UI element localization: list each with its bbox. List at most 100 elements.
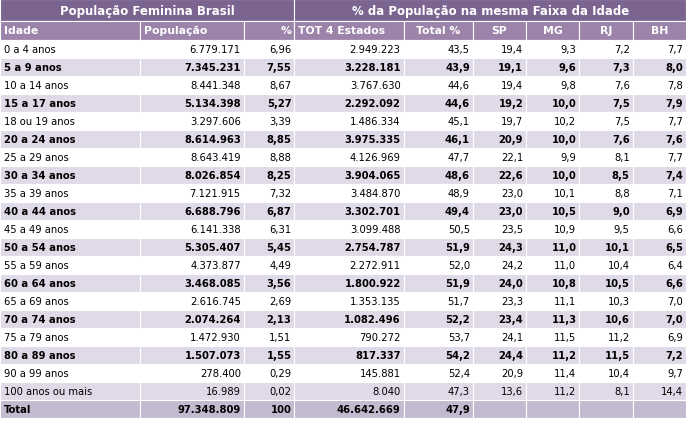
Bar — [526, 220, 580, 238]
Text: 48,6: 48,6 — [445, 171, 470, 180]
Bar — [580, 238, 632, 256]
Text: 11,4: 11,4 — [554, 368, 576, 378]
Bar — [580, 22, 632, 41]
Bar — [244, 95, 294, 113]
Bar — [473, 202, 526, 220]
Bar — [0, 95, 140, 113]
Text: 97.348.809: 97.348.809 — [178, 404, 241, 414]
Text: 3.767.630: 3.767.630 — [350, 81, 401, 91]
Bar — [632, 292, 686, 310]
Bar — [0, 256, 140, 274]
Text: 10,5: 10,5 — [552, 207, 576, 216]
Text: 50,5: 50,5 — [448, 225, 470, 234]
Text: 46,1: 46,1 — [445, 135, 470, 145]
Bar — [0, 400, 140, 418]
Text: 24,2: 24,2 — [501, 261, 523, 270]
Bar — [244, 400, 294, 418]
Bar — [580, 113, 632, 131]
Text: MG: MG — [543, 26, 563, 36]
Text: 145.881: 145.881 — [359, 368, 401, 378]
Text: 7,3: 7,3 — [612, 63, 630, 73]
Bar — [244, 310, 294, 328]
Bar — [294, 95, 403, 113]
Bar — [526, 113, 580, 131]
Bar — [526, 41, 580, 59]
Bar — [294, 328, 403, 346]
Text: 6.141.338: 6.141.338 — [190, 225, 241, 234]
Bar — [632, 148, 686, 166]
Text: 6.688.796: 6.688.796 — [185, 207, 241, 216]
Text: 7,0: 7,0 — [667, 297, 683, 306]
Bar — [403, 95, 473, 113]
Bar — [140, 95, 244, 113]
Text: 8.026.854: 8.026.854 — [184, 171, 241, 180]
Text: 19,7: 19,7 — [501, 117, 523, 127]
Text: 7,7: 7,7 — [667, 117, 683, 127]
Text: 7,8: 7,8 — [667, 81, 683, 91]
Text: 3.297.606: 3.297.606 — [190, 117, 241, 127]
Bar — [632, 382, 686, 400]
Bar — [0, 328, 140, 346]
Bar — [140, 364, 244, 382]
Bar — [244, 148, 294, 166]
Text: 3.904.065: 3.904.065 — [344, 171, 401, 180]
Text: 9,0: 9,0 — [612, 207, 630, 216]
Text: 24,1: 24,1 — [501, 332, 523, 342]
Bar — [140, 148, 244, 166]
Bar — [580, 95, 632, 113]
Bar — [632, 202, 686, 220]
Bar — [294, 148, 403, 166]
Text: 7,6: 7,6 — [612, 135, 630, 145]
Bar — [294, 41, 403, 59]
Bar — [580, 59, 632, 77]
Bar — [140, 77, 244, 95]
Text: 6.779.171: 6.779.171 — [189, 45, 241, 55]
Bar — [403, 346, 473, 364]
Bar — [632, 400, 686, 418]
Bar — [244, 382, 294, 400]
Bar — [632, 274, 686, 292]
Text: 53,7: 53,7 — [448, 332, 470, 342]
Text: 14,4: 14,4 — [661, 386, 683, 396]
Text: 1.472.930: 1.472.930 — [190, 332, 241, 342]
Text: 23,0: 23,0 — [499, 207, 523, 216]
Text: 6,96: 6,96 — [269, 45, 292, 55]
Bar — [403, 131, 473, 148]
Bar — [526, 400, 580, 418]
Text: 23,4: 23,4 — [499, 314, 523, 324]
Bar — [0, 148, 140, 166]
Text: 2.754.787: 2.754.787 — [344, 243, 401, 252]
Text: 1.353.135: 1.353.135 — [350, 297, 401, 306]
Bar — [580, 328, 632, 346]
Bar — [294, 184, 403, 202]
Text: 19,4: 19,4 — [501, 81, 523, 91]
Bar — [526, 364, 580, 382]
Bar — [244, 41, 294, 59]
Bar — [473, 346, 526, 364]
Bar — [0, 310, 140, 328]
Text: 50 a 54 anos: 50 a 54 anos — [4, 243, 75, 252]
Bar — [632, 59, 686, 77]
Bar — [244, 238, 294, 256]
Bar — [140, 59, 244, 77]
Text: 2.949.223: 2.949.223 — [350, 45, 401, 55]
Text: Total: Total — [4, 404, 32, 414]
Bar — [403, 274, 473, 292]
Text: 51,9: 51,9 — [445, 243, 470, 252]
Text: 5.134.398: 5.134.398 — [184, 99, 241, 109]
Bar — [580, 184, 632, 202]
Text: 9,6: 9,6 — [558, 63, 576, 73]
Text: 16.989: 16.989 — [206, 386, 241, 396]
Bar — [403, 292, 473, 310]
Bar — [632, 256, 686, 274]
Bar — [294, 22, 403, 41]
Text: 9,5: 9,5 — [614, 225, 630, 234]
Text: 10,4: 10,4 — [608, 368, 630, 378]
Bar — [473, 238, 526, 256]
Bar — [0, 22, 140, 41]
Text: 7,32: 7,32 — [270, 189, 292, 198]
Text: 19,4: 19,4 — [501, 45, 523, 55]
Bar — [403, 148, 473, 166]
Bar — [244, 364, 294, 382]
Text: 7,2: 7,2 — [614, 45, 630, 55]
